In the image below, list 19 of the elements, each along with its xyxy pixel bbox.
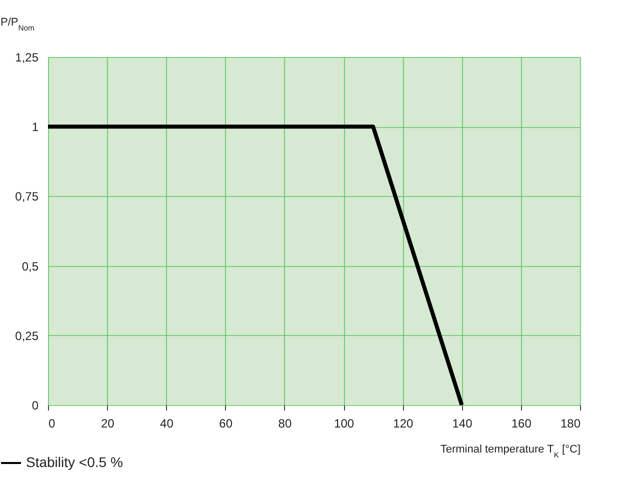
x-tick-label: 60: [219, 416, 233, 430]
y-tick-label: 1: [32, 120, 39, 134]
y-tick-label: 0: [32, 398, 39, 412]
y-axis-title: P/P$_{Nom}$: [0, 16, 34, 32]
x-axis-title: Terminal temperature T$_{K}$ [°C]: [440, 444, 580, 459]
x-tick-label: 20: [100, 416, 115, 430]
x-tick-label: 140: [452, 416, 473, 430]
y-tick-label: 0,75: [15, 190, 39, 204]
legend-label: Stability <0.5 %: [26, 454, 123, 470]
x-tick-label: 0: [48, 416, 56, 430]
x-tick-label: 120: [393, 416, 414, 430]
x-tick-label: 100: [334, 416, 354, 430]
x-tick-label: 40: [160, 416, 174, 430]
y-tick-label: 1,25: [15, 50, 39, 64]
x-tick-label: 160: [511, 416, 532, 430]
y-tick-label: 0,5: [22, 259, 39, 274]
x-tick-label: 180: [560, 416, 581, 430]
y-tick-label: 0,25: [15, 328, 39, 343]
x-tick-label: 80: [278, 416, 292, 430]
